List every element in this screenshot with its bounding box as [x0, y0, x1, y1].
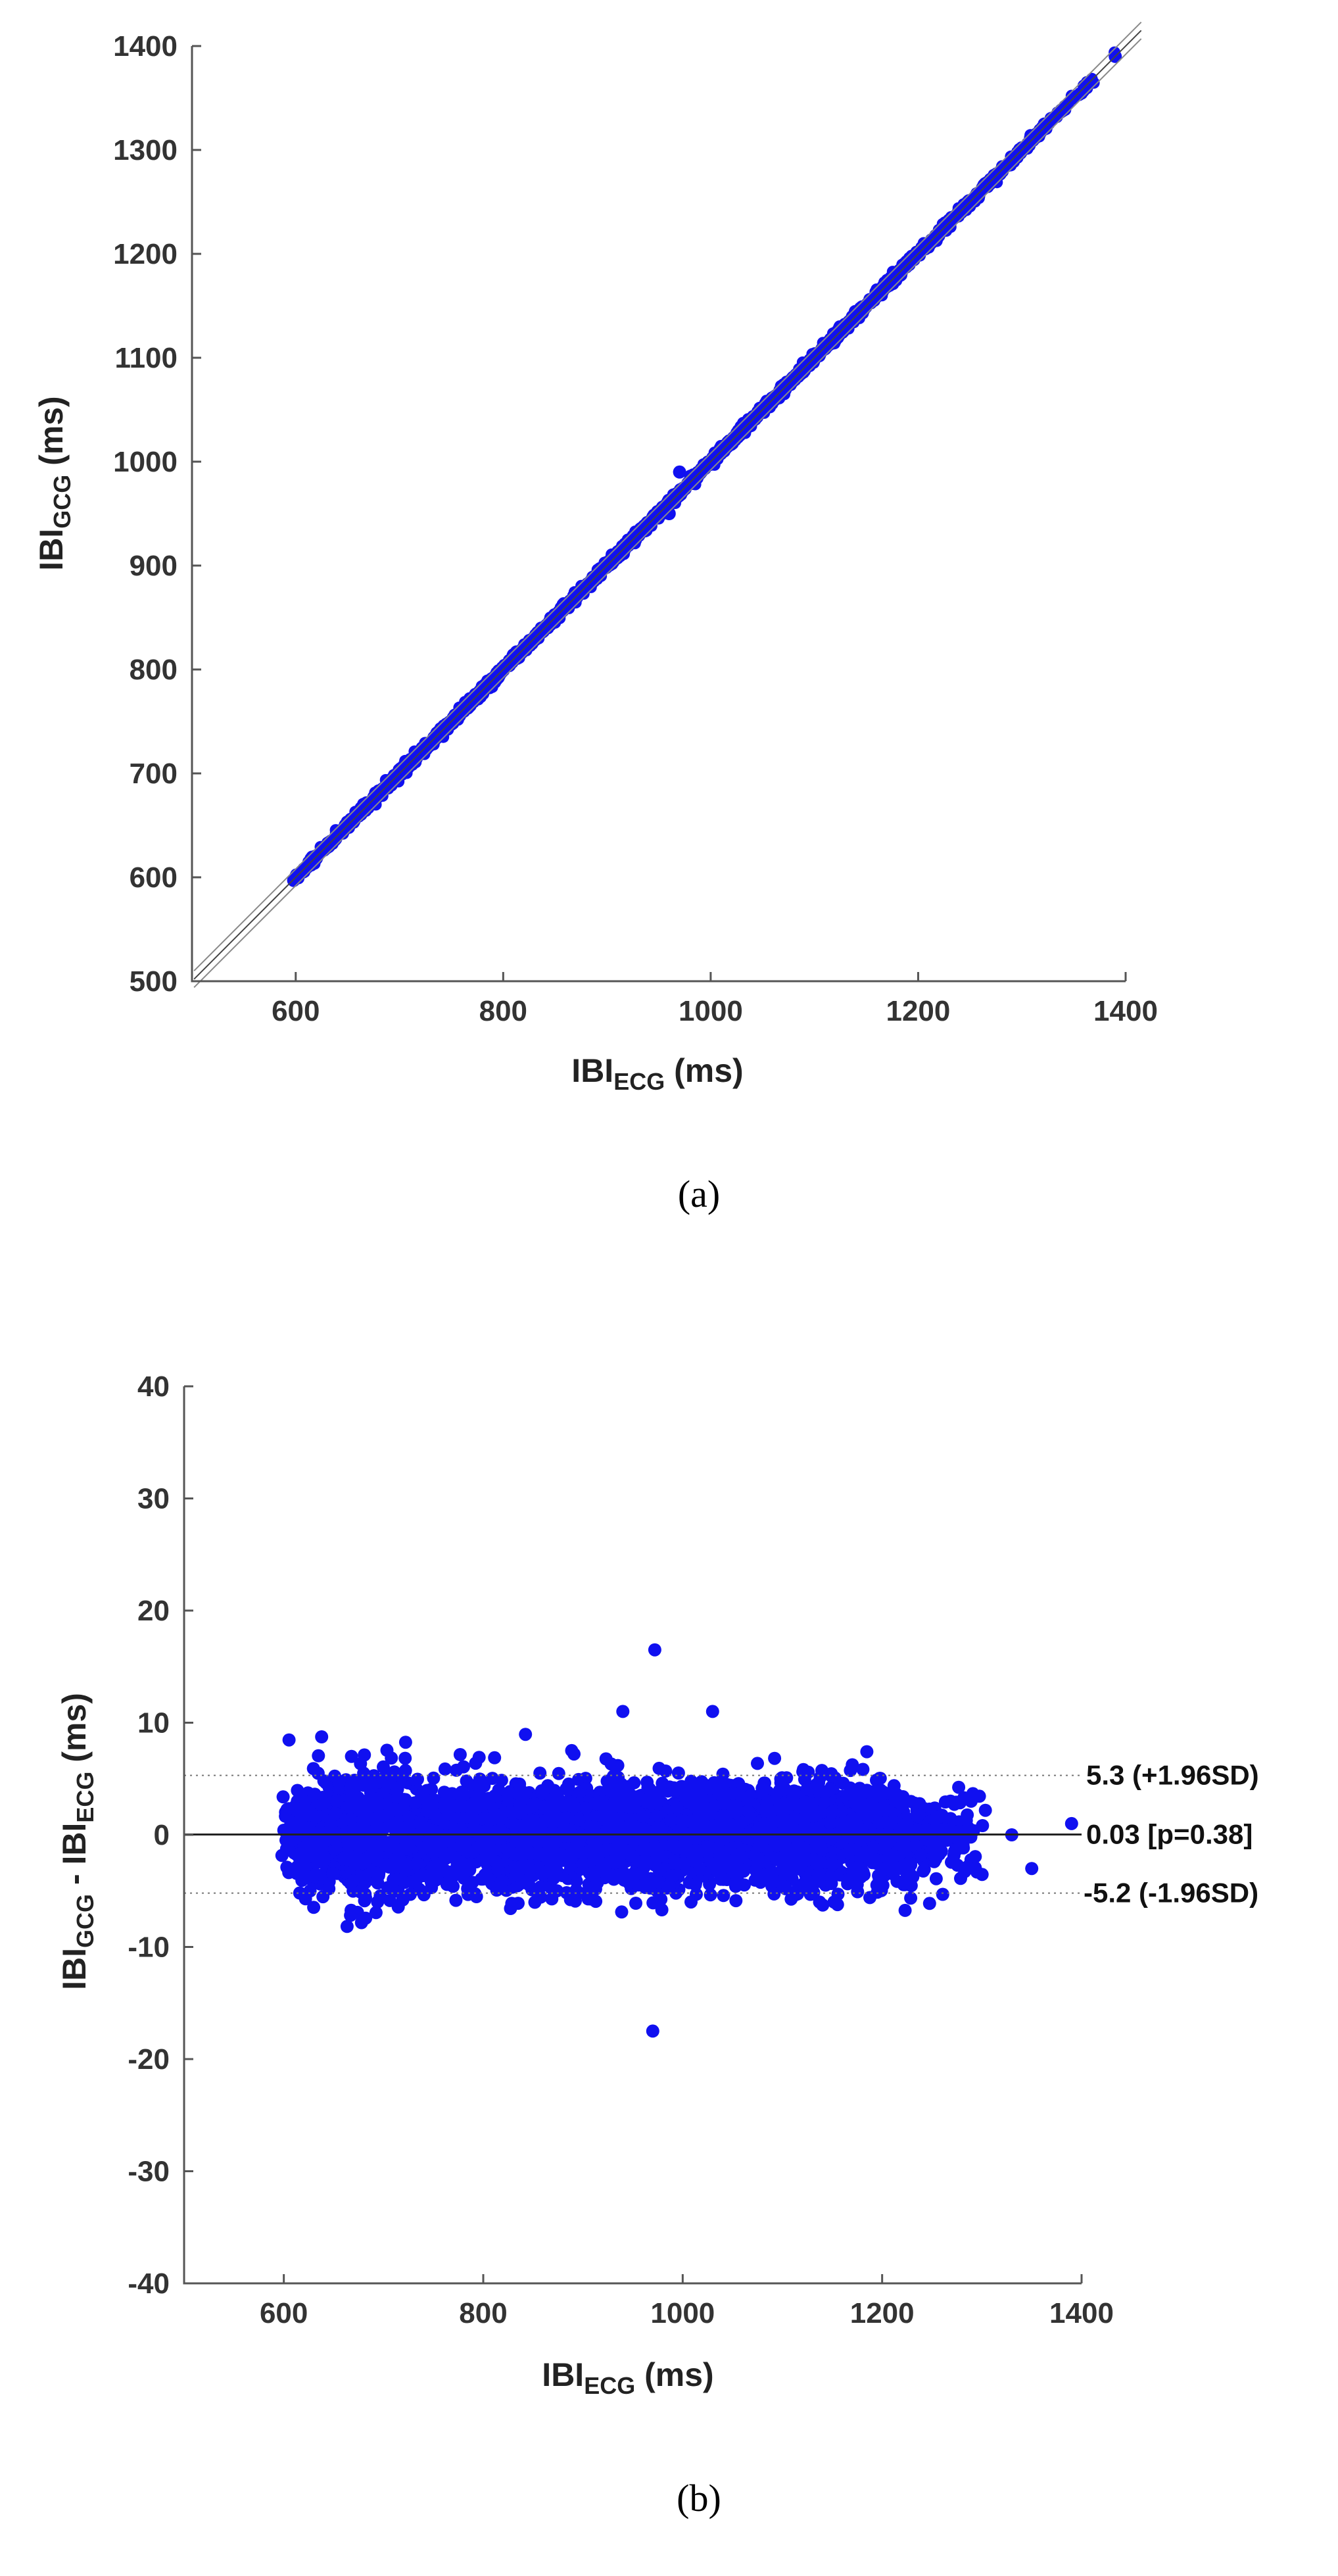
panel-b-point	[671, 1766, 685, 1780]
panel-b-point	[299, 1892, 312, 1906]
panel-b-point	[438, 1762, 452, 1776]
panel-b-point	[565, 1743, 579, 1757]
panel-b-point	[340, 1920, 354, 1933]
panel-b-point	[966, 1787, 980, 1801]
panel-b-point	[768, 1751, 782, 1765]
panel-a-point	[366, 793, 378, 806]
panel-a-y-tick-label: 600	[130, 862, 178, 894]
panel-b-point	[751, 1757, 764, 1770]
panel-b-point	[550, 1884, 564, 1898]
panel-a-point	[685, 472, 698, 485]
panel-b-point	[383, 1893, 396, 1907]
panel-b-point	[519, 1728, 533, 1741]
panel-a-point	[662, 507, 676, 520]
panel-b-point	[730, 1870, 744, 1884]
panel-a-y-tick-label: 900	[130, 550, 178, 582]
panel-a-point	[896, 258, 909, 271]
panel-a-point	[486, 681, 498, 693]
panel-a-point	[626, 531, 638, 543]
panel-a-y-tick-label: 1100	[115, 342, 178, 374]
panel-a-y-tick-label: 1400	[113, 30, 178, 62]
panel-b-point	[599, 1752, 613, 1766]
panel-a-point	[525, 637, 537, 649]
panel-a-point	[537, 625, 550, 638]
panel-b-point	[929, 1872, 943, 1885]
panel-b-point	[860, 1745, 874, 1759]
panel-a-x-tick-label: 1400	[1093, 995, 1158, 1027]
panel-a-label: (a)	[678, 1173, 720, 1215]
panel-a-point	[673, 465, 686, 479]
panel-a-point	[1051, 111, 1063, 123]
panel-a-point	[318, 842, 330, 854]
panel-b-point	[640, 1776, 654, 1789]
panel-a-point	[880, 277, 893, 289]
panel-a-point	[750, 414, 761, 426]
panel-a-point	[349, 810, 362, 823]
panel-a-point	[1015, 141, 1029, 155]
panel-a-x-tick-label: 1000	[679, 995, 743, 1027]
panel-b-point	[453, 1748, 467, 1761]
panel-a-point	[984, 172, 996, 185]
panel-b-point	[968, 1850, 982, 1864]
panel-b-point	[615, 1905, 629, 1919]
panel-b-point	[398, 1736, 412, 1749]
panel-b-point	[345, 1903, 358, 1917]
panel-a-point	[826, 327, 839, 339]
panel-a-x-tick-label: 600	[272, 995, 320, 1027]
panel-a-y-tick-label: 1000	[113, 446, 178, 478]
panel-b-point	[684, 1895, 698, 1909]
panel-a-y-tick-label: 500	[130, 965, 178, 998]
panel-a-x-tick-label: 1200	[886, 995, 950, 1027]
panel-a-y-tick-label: 800	[130, 654, 178, 686]
panel-a-point	[771, 391, 783, 403]
panel-a-point	[411, 751, 423, 764]
panel-b-point	[380, 1743, 394, 1757]
panel-a-point	[1081, 76, 1093, 88]
panel-b-point	[729, 1894, 743, 1908]
panel-b-point	[371, 1895, 385, 1909]
panel-a-x-tick-label: 800	[479, 995, 527, 1027]
panel-b-point	[534, 1880, 548, 1894]
panel-b-point	[472, 1751, 486, 1764]
panel-b-point	[936, 1887, 949, 1901]
panel-b-point	[922, 1897, 936, 1910]
panel-a-point	[549, 609, 561, 621]
panel-a-point	[565, 596, 577, 609]
panel-a-point	[949, 209, 961, 222]
panel-b-point	[345, 1749, 358, 1763]
panel-a-y-tick-label: 1300	[113, 134, 178, 166]
panel-b-point	[856, 1762, 870, 1776]
panel-a-y-tick-label: 1200	[113, 238, 178, 270]
panel-a-scatter: 600 800 1000 1200 1400 500 600 700 800 900 1000 11…	[33, 21, 1158, 1215]
panel-a-y-tick-label: 700	[130, 758, 178, 790]
panel-b-point	[276, 1790, 290, 1804]
panel-a-point	[573, 588, 586, 600]
panel-b-point	[898, 1903, 912, 1917]
